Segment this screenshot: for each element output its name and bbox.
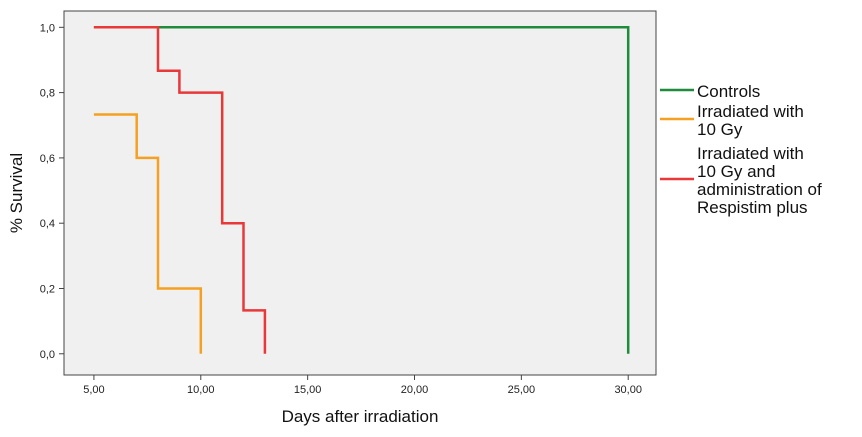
y-tick-label: 0,4 bbox=[40, 218, 55, 230]
legend-label: administration of bbox=[697, 180, 822, 199]
x-tick-label: 10,00 bbox=[187, 384, 215, 396]
legend-label: Irradiated with bbox=[697, 102, 804, 121]
x-tick-label: 25,00 bbox=[508, 384, 536, 396]
series-layer bbox=[93, 26, 630, 354]
legend-label: 10 Gy bbox=[697, 120, 743, 139]
x-axis-ticks: 5,00 10,00 15,00 20,00 25,00 30,00 bbox=[83, 375, 642, 396]
x-tick-label: 15,00 bbox=[294, 384, 322, 396]
series-line-1 bbox=[93, 26, 630, 354]
legend-label: Controls bbox=[697, 82, 760, 101]
y-tick-label: 0,0 bbox=[40, 349, 55, 361]
y-tick-label: 0,6 bbox=[40, 153, 55, 165]
y-tick-label: 0,8 bbox=[40, 88, 55, 100]
y-axis-title: % Survival bbox=[7, 153, 26, 233]
legend-label: Irradiated with bbox=[697, 144, 804, 163]
y-tick-label: 0,2 bbox=[40, 283, 55, 295]
y-axis-ticks: 0,0 0,2 0,4 0,6 0,8 1,0 bbox=[40, 22, 64, 361]
legend-label: 10 Gy and bbox=[697, 162, 775, 181]
x-tick-label: 30,00 bbox=[614, 384, 642, 396]
plot-area bbox=[63, 10, 657, 376]
y-tick-label: 1,0 bbox=[40, 22, 55, 34]
x-tick-label: 20,00 bbox=[401, 384, 429, 396]
series-line-2 bbox=[93, 113, 203, 354]
legend-label: Respistim plus bbox=[697, 198, 808, 217]
x-tick-label: 5,00 bbox=[83, 384, 104, 396]
series-line-3 bbox=[93, 26, 267, 354]
x-axis-title: Days after irradiation bbox=[282, 407, 439, 426]
